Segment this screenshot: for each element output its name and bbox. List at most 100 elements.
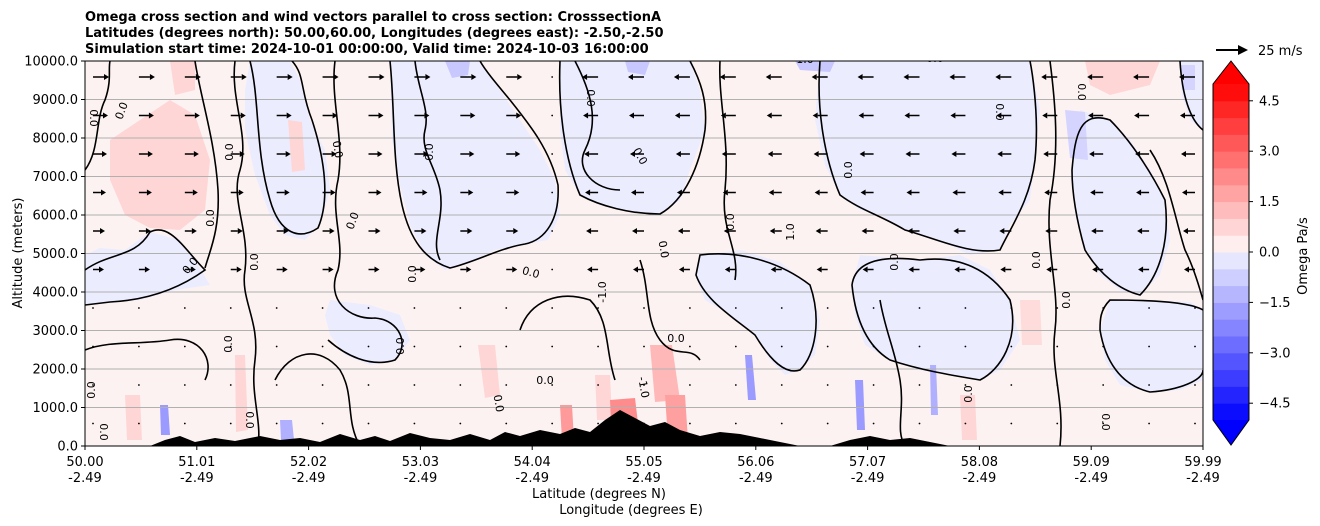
wind-vector-dot	[1056, 422, 1059, 425]
wind-vector-dot	[1194, 345, 1196, 348]
wind-vector-dot	[229, 384, 232, 386]
wind-vector-head	[720, 112, 726, 119]
chart-title-line-2: Latitudes (degrees north): 50.00,60.00, …	[85, 26, 664, 41]
contour-label: 0.0	[536, 374, 554, 387]
contour-line	[818, 61, 1038, 252]
wind-vector-head	[633, 266, 638, 273]
wind-vector-dot	[367, 384, 370, 386]
wind-vector-dot	[1010, 345, 1013, 348]
wind-vector-head	[1000, 266, 1006, 273]
colorbar-tick-label: 0.0	[1259, 246, 1280, 261]
wind-vector-head	[468, 189, 474, 196]
x-tick-label-lat: 57.07	[849, 455, 886, 470]
colorbar-tick-label: −1.5	[1259, 296, 1291, 311]
contour-label: 0.0	[223, 143, 236, 161]
contour-label: -1.0	[635, 376, 652, 399]
wind-vector-head	[1183, 228, 1188, 234]
wind-vector-head	[721, 151, 727, 157]
contour-line	[1179, 61, 1203, 131]
contour-line	[639, 259, 701, 361]
wind-vector-head	[192, 189, 198, 196]
contour-label: 0.0	[243, 411, 256, 429]
wind-vector-head	[995, 74, 1001, 80]
y-axis-label: Altitude (meters)	[11, 198, 26, 309]
x-tick-label-lon: -2.49	[404, 471, 438, 486]
omega-region	[325, 300, 410, 365]
wind-vector-head	[1089, 151, 1095, 157]
omega-region	[235, 355, 248, 432]
omega-region	[595, 375, 612, 420]
wind-vector-head	[907, 228, 913, 234]
wind-vector-dot	[413, 384, 416, 386]
wind-vector-head	[812, 112, 818, 119]
wind-vector-dot	[826, 307, 829, 309]
wind-vector-head	[147, 151, 153, 157]
wind-vector-dot	[505, 307, 508, 309]
contour-line	[85, 61, 111, 171]
wind-vector-dot	[551, 307, 554, 309]
y-tick-label: 5000.0	[33, 247, 79, 262]
contour-label: 0.0	[406, 265, 419, 283]
wind-vector-head	[513, 228, 519, 234]
wind-vector-dot	[92, 345, 94, 348]
x-tick-label-lon: -2.49	[515, 471, 549, 486]
wind-vector-dot	[505, 345, 508, 348]
wind-vector-head	[859, 151, 865, 157]
wind-vector-dot	[689, 307, 691, 309]
omega-region	[960, 395, 977, 440]
wind-vector-dot	[872, 384, 875, 386]
contour-line	[274, 353, 361, 446]
y-tick-label: 8000.0	[33, 132, 79, 147]
wind-vector-dot	[551, 345, 554, 348]
wind-vector-dot	[1056, 307, 1059, 309]
contour-label: 0.0	[97, 423, 110, 441]
x-axis: 50.00-2.4951.01-2.4952.02-2.4953.03-2.49…	[66, 446, 1222, 486]
wind-vector-head	[332, 112, 338, 119]
wind-vector-head	[766, 112, 772, 119]
wind-vector-dot	[413, 307, 416, 309]
contour-label: 0.0	[87, 109, 100, 127]
strong-negative-patches	[160, 61, 1195, 440]
wind-vector-head	[514, 189, 520, 196]
wind-vectors	[92, 74, 1196, 425]
wind-vector-head	[287, 74, 293, 80]
contour-label: 0.0	[1075, 83, 1088, 101]
wind-vector-dot	[689, 345, 691, 348]
omega-region	[110, 100, 210, 230]
colorbar-segment	[1213, 352, 1249, 371]
contour-line	[249, 61, 326, 235]
wind-vector-head	[239, 151, 245, 157]
wind-vector-head	[1087, 74, 1093, 80]
contour-line	[718, 61, 737, 281]
wind-vector-dot	[413, 345, 416, 348]
x-axis-label-latitude: Latitude (degrees N)	[532, 487, 666, 502]
contour-label: 0.0	[204, 209, 217, 227]
colorbar-segment	[1213, 100, 1249, 119]
wind-vector-head	[952, 189, 958, 196]
wind-vector-head	[101, 189, 106, 196]
wind-vector-dot	[1010, 384, 1013, 386]
wind-vector-head	[377, 151, 383, 157]
wind-vector-dot	[597, 422, 599, 425]
omega-region	[478, 345, 500, 398]
wind-vector-head	[1041, 74, 1047, 80]
x-tick-label-lon: -2.49	[292, 471, 326, 486]
wind-vector-head	[375, 228, 381, 234]
colorbar-tick-label: −3.0	[1259, 346, 1291, 361]
wind-vector-head	[1134, 112, 1140, 119]
wind-vector-head	[329, 228, 335, 234]
contour-label: 0.0	[330, 140, 346, 159]
chart-title-line-1: Omega cross section and wind vectors par…	[85, 10, 661, 25]
wind-vector-dot	[459, 422, 462, 425]
wind-vector-dot	[459, 307, 462, 309]
omega-region	[795, 61, 835, 72]
contour-label: -1.0	[596, 281, 609, 302]
omega-region	[125, 395, 142, 440]
wind-vector-dot	[1148, 307, 1150, 309]
wind-vector-head	[908, 266, 914, 273]
wind-vector-dot	[964, 345, 967, 348]
wind-vector-head	[379, 74, 385, 80]
wind-vector-head	[954, 266, 960, 273]
wind-vector-head	[423, 151, 429, 157]
